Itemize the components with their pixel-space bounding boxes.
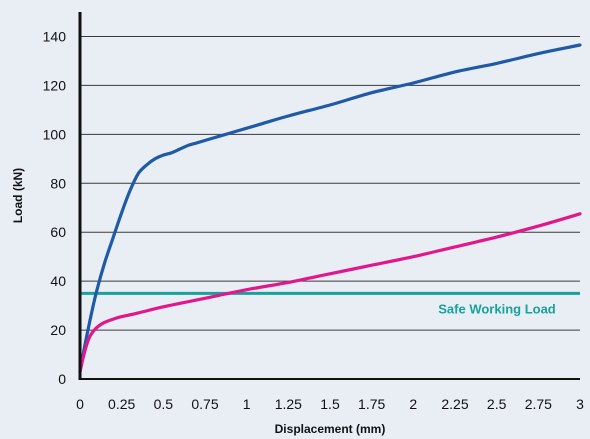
x-tick-label: 0.75 [191,396,218,412]
x-tick-label: 2.25 [441,396,468,412]
y-tick-label: 140 [43,28,67,44]
y-tick-label: 20 [50,322,66,338]
load-curve-blue [78,43,582,374]
x-tick-label: 3 [576,396,584,412]
axes [78,12,580,380]
x-tick-label: 1.5 [320,396,340,412]
y-tick-label: 40 [50,273,66,289]
x-tick-label: 2.75 [525,396,552,412]
x-tick-label: 2 [409,396,417,412]
x-tick-label: 0.25 [108,396,135,412]
x-tick-label: 0 [76,396,84,412]
x-tick-label: 1.25 [275,396,302,412]
y-axis-title: Load (kN) [11,168,25,223]
safe-working-load-group: Safe Working Load [80,291,580,316]
gridlines [80,35,580,331]
y-tick-labels: 0 20 40 60 80 100 120 140 [43,28,67,387]
load-curve-pink [78,212,582,374]
x-tick-labels: 0 0.25 0.5 0.75 1 1.25 1.5 1.75 2 2.25 2.5 2.75 3 [76,396,584,412]
series-group [78,43,582,374]
x-tick-label: 1 [243,396,251,412]
x-tick-label: 1.75 [358,396,385,412]
y-tick-label: 80 [50,175,66,191]
y-tick-label: 0 [58,371,66,387]
y-tick-label: 100 [43,126,67,142]
safe-working-load-label: Safe Working Load [438,301,556,316]
y-tick-label: 60 [50,224,66,240]
x-tick-label: 2.5 [487,396,507,412]
x-axis-title: Displacement (mm) [275,422,386,436]
y-tick-label: 120 [43,77,67,93]
x-tick-label: 0.5 [154,396,174,412]
